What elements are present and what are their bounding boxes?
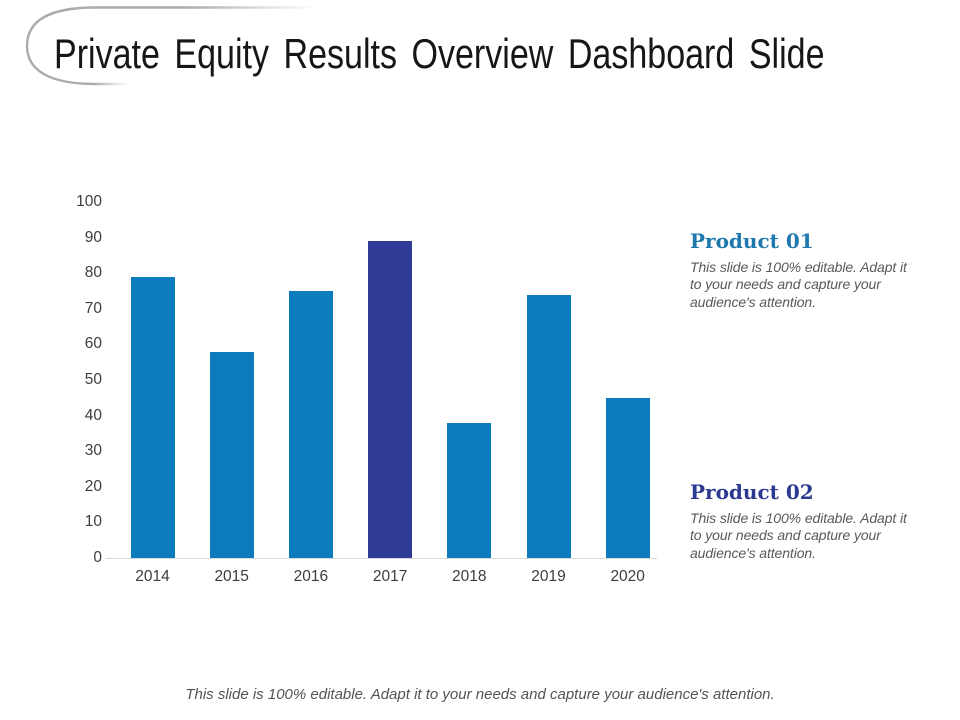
chart-bar-2014 [130,276,175,558]
product-01-heading: Product 01 [690,229,814,253]
product-01-section: Product 01 This slide is 100% editable. … [690,229,922,311]
y-axis-label-60: 60 [84,335,102,353]
y-axis-label-20: 20 [84,477,102,495]
product-02-body: This slide is 100% editable. Adapt it to… [690,510,922,562]
product-02-section: Product 02 This slide is 100% editable. … [690,480,922,562]
product-01-body-line: This slide is 100% editable. Adapt it [690,259,907,275]
product-02-body-line: This slide is 100% editable. Adapt it [690,510,907,526]
x-axis-label-2019: 2019 [531,568,566,585]
x-axis-label-2016: 2016 [293,568,329,585]
x-axis-label-2017: 2017 [372,568,408,585]
product-02-body-line: to your needs and capture your [690,527,881,544]
slide-title: Private Equity Results Overview Dashboar… [54,30,825,77]
y-axis-label-70: 70 [84,299,102,317]
chart-bar-2016 [288,291,333,558]
chart-bar-2017 [368,241,413,558]
x-axis-line [106,558,657,559]
chart-bar-2015 [209,351,254,558]
product-01-body-line: audience's attention. [690,293,816,310]
footer-note: This slide is 100% editable. Adapt it to… [185,686,775,703]
x-axis-label-2014: 2014 [135,568,170,585]
y-axis-label-80: 80 [84,264,102,282]
y-axis-label-30: 30 [84,442,102,460]
y-axis-label-10: 10 [84,513,102,531]
y-axis-label-0: 0 [93,549,102,566]
product-02-body-line: audience's attention. [690,544,816,561]
chart-bar-2019 [526,294,571,558]
corner-curve-decoration [25,6,315,86]
x-axis-label-2020: 2020 [610,568,645,585]
product-01-body-line: to your needs and capture your [690,276,881,293]
chart-bar-2018 [447,422,492,558]
y-axis-label-50: 50 [84,371,102,388]
x-axis-label-2018: 2018 [452,568,487,585]
x-axis-label-2015: 2015 [214,568,249,585]
chart-bar-2020 [605,397,650,558]
y-axis-label-90: 90 [84,228,102,246]
y-axis-label-40: 40 [84,406,102,424]
product-01-body: This slide is 100% editable. Adapt it to… [690,259,922,311]
product-02-heading: Product 02 [690,480,814,504]
y-axis-label-100: 100 [76,193,102,210]
